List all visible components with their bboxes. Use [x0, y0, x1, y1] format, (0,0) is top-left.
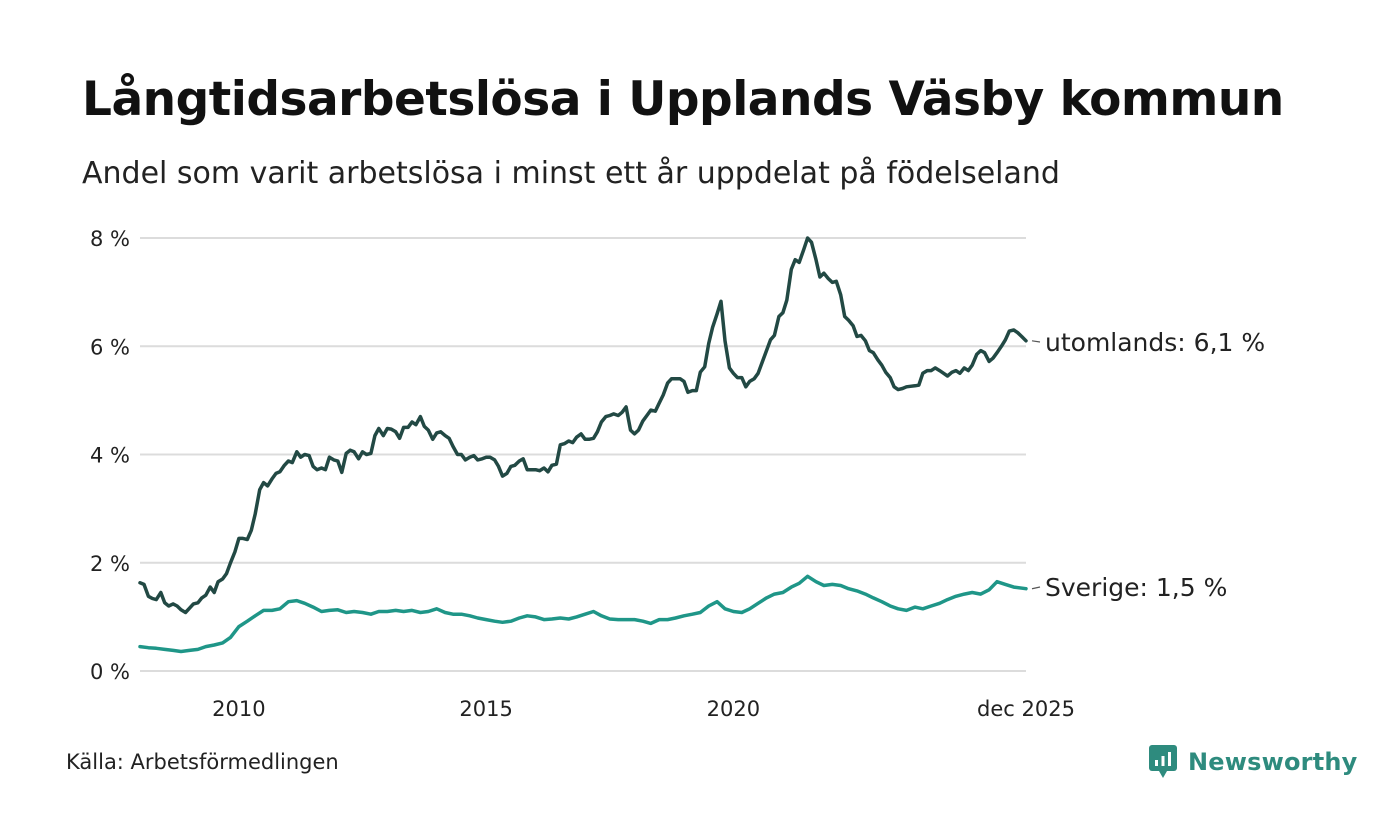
- gridlines: [140, 237, 1026, 672]
- brand-name: Newsworthy: [1188, 748, 1358, 776]
- y-tick-label: 4 %: [90, 444, 130, 468]
- newsworthy-logo-icon: [1149, 745, 1177, 778]
- y-tick-label: 8 %: [90, 227, 130, 251]
- end-label-utomlands: utomlands: 6,1 %: [1045, 328, 1265, 357]
- chart-subtitle: Andel som varit arbetslösa i minst ett å…: [82, 156, 1060, 191]
- y-tick-label: 0 %: [90, 660, 130, 684]
- x-tick-label: 2010: [212, 697, 265, 721]
- end-label-connector: [1031, 340, 1041, 343]
- chart-title: Långtidsarbetslösa i Upplands Väsby komm…: [82, 72, 1284, 127]
- x-tick-label: 2015: [459, 697, 512, 721]
- x-axis-ticks: 2010 2015 2020 dec 2025: [212, 697, 1075, 721]
- end-label-sverige: Sverige: 1,5 %: [1045, 573, 1227, 602]
- series-end-labels: utomlands: 6,1 % Sverige: 1,5 %: [1031, 328, 1265, 602]
- source-note: Källa: Arbetsförmedlingen: [66, 750, 339, 774]
- brand-logo: Newsworthy: [1148, 744, 1358, 780]
- y-tick-label: 6 %: [90, 335, 130, 359]
- series-line-sverige: [138, 574, 1028, 654]
- x-tick-label: 2020: [707, 697, 760, 721]
- end-label-connector: [1031, 586, 1041, 590]
- y-axis-ticks: 0 % 2 % 4 % 6 % 8 %: [90, 227, 130, 684]
- series-lines: [138, 236, 1028, 654]
- series-line-utomlands: [138, 236, 1028, 615]
- x-tick-label: dec 2025: [977, 697, 1075, 721]
- y-tick-label: 2 %: [90, 552, 130, 576]
